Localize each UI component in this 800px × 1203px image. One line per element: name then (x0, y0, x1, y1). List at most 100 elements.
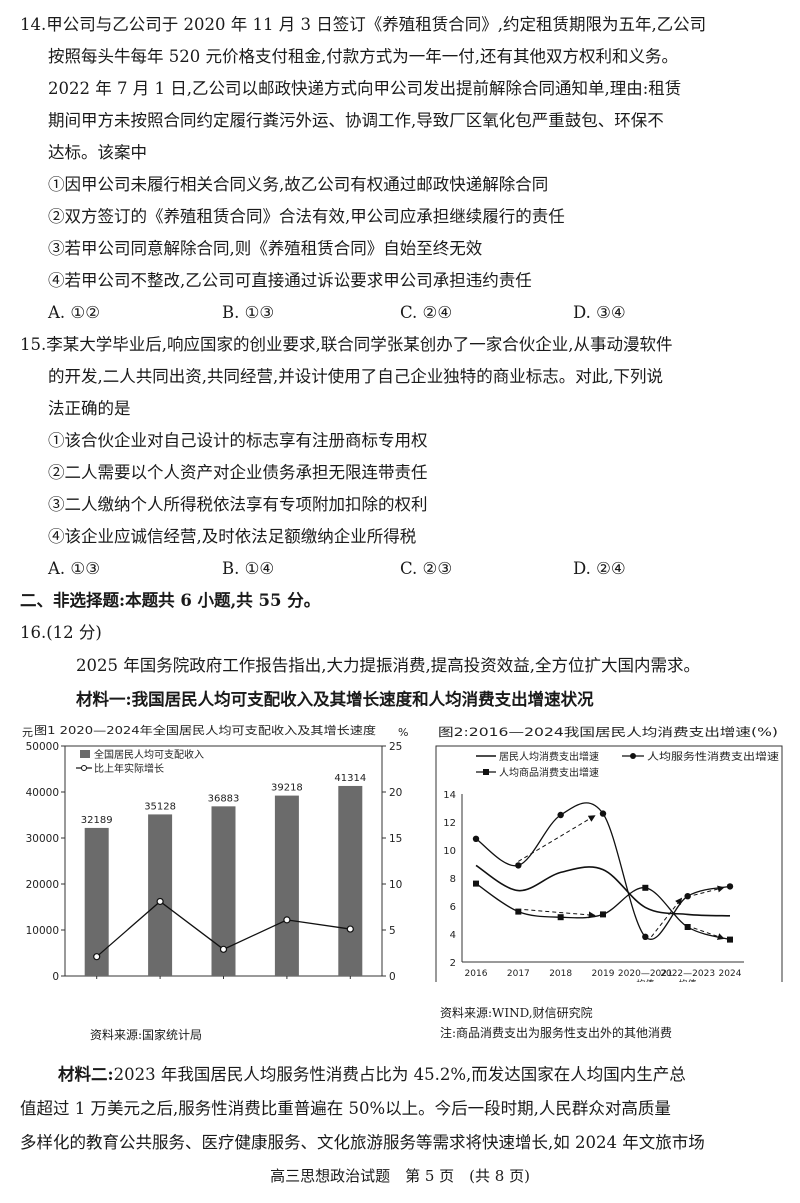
fig2-x-label: 2022—2023 (660, 969, 715, 979)
fig1-bar (338, 785, 363, 976)
q14-option-b: B. ①③ (222, 303, 275, 322)
fig2-x-sublabel: 均值 (636, 978, 654, 982)
fig1-title: 图1 2020—2024年全国居民人均可支配收入及其增长速度 (34, 723, 376, 737)
fig1-growth-point (93, 953, 101, 961)
fig1-legend-bar-label: 全国居民人均可支配收入 (94, 748, 204, 761)
fig1-bar-label: 32189 (81, 815, 113, 826)
fig1-right-tick-label: 5 (389, 925, 396, 937)
fig2-trend-arrow (524, 909, 596, 919)
fig2-trend-arrow (650, 897, 683, 938)
fig2-x-label: 2017 (507, 969, 530, 979)
q15-item-3: ③二人缴纳个人所得税依法享有专项附加扣除的权利 (48, 495, 428, 514)
fig2-square-marker (600, 911, 606, 918)
figure-2-note: 注:商品消费支出为服务性支出外的其他消费 (440, 1026, 673, 1040)
fig2-y-tick-label: 10 (443, 846, 456, 857)
fig2-y-tick-label: 2 (450, 958, 456, 969)
figure-2-consumption-growth-chart: 图2:2016—2024我国居民人均消费支出增速(%) 2 4 6 8 10 12 14 201… (435, 725, 783, 982)
fig1-right-tick-label: 0 (389, 971, 396, 982)
fig1-growth-point (283, 916, 291, 924)
q16-intro: 2025 年国务院政府工作报告指出,大力提振消费,提高投资效益,全方位扩大国内需… (76, 656, 700, 675)
material-2-text: 2023 年我国居民人均服务性消费占比为 45.2%,而发达国家在人均国内生产总 (113, 1065, 686, 1084)
fig2-circle-marker (726, 883, 734, 890)
fig1-growth-point (156, 897, 164, 906)
fig1-left-unit: 元 (22, 726, 33, 739)
q14-item-2: ②双方签订的《养殖租赁合同》合法有效,甲公司应承担继续履行的责任 (48, 207, 565, 226)
q14-option-d: D. ③④ (573, 303, 626, 322)
section-2-title: 二、非选择题:本题共 6 小题,共 55 分。 (20, 591, 321, 610)
fig1-growth-point (219, 945, 228, 953)
q15-item-2: ②二人需要以个人资产对企业债务承担无限连带责任 (48, 463, 428, 482)
q15-option-d: D. ②④ (573, 559, 626, 578)
q15-line-3: 法正确的是 (48, 399, 131, 418)
fig1-right-unit: % (398, 726, 408, 739)
q14-line-2: 按照每头牛每年 520 元价格支付租金,付款方式为一年一付,还有其他双方权利和义… (48, 47, 678, 66)
q15-line-2: 的开发,二人共同出资,共同经营,并设计使用了自己企业独特的商业标志。对此,下列说 (48, 367, 663, 386)
material-2-label: 材料二: (58, 1065, 114, 1084)
q14-item-1: ①因甲公司未履行相关合同义务,故乙公司有权通过邮政快递解除合同 (48, 175, 549, 194)
q16-material-2-line-2: 值超过 1 万美元之后,服务性消费比重普遍在 50%以上。今后一段时期,人民群众… (20, 1099, 671, 1118)
fig2-circle-marker (557, 811, 564, 819)
fig2-y-tick-label: 4 (450, 930, 456, 941)
fig2-legend-marker-2 (630, 753, 636, 759)
fig1-right-tick-label: 25 (389, 741, 402, 753)
fig1-left-tick-label: 50000 (26, 741, 59, 753)
fig2-square-marker (515, 908, 522, 915)
fig2-circle-marker (472, 835, 480, 842)
fig1-left-tick-label: 20000 (26, 879, 59, 891)
fig2-legend-label-2: 人均服务性消费支出增速 (647, 750, 779, 763)
fig1-left-tick-label: 10000 (26, 925, 59, 937)
fig2-square-marker (557, 914, 564, 921)
fig1-right-tick-label: 10 (389, 879, 402, 891)
fig1-bar (148, 814, 173, 976)
fig2-circle-marker (684, 893, 691, 900)
q15-item-4: ④该企业应诚信经营,及时依法足额缴纳企业所得税 (48, 527, 417, 546)
fig1-bar-label: 35128 (144, 801, 176, 812)
q15-line-1: 15.李某大学毕业后,响应国家的创业要求,联合同学张某创办了一家合伙企业,从事动… (20, 335, 673, 354)
fig2-x-label: 2024 (719, 969, 742, 979)
fig2-trend-arrow (693, 927, 725, 940)
figure-2-source: 资料来源:WIND,财信研究院 (440, 1006, 593, 1020)
q14-item-4: ④若甲公司不整改,乙公司可直接通过诉讼要求甲公司承担违约责任 (48, 271, 532, 290)
fig2-circle-marker (515, 862, 522, 869)
fig1-right-tick-label: 15 (389, 833, 402, 845)
q14-line-5: 达标。该案中 (48, 143, 147, 162)
fig2-frame (435, 745, 783, 982)
fig1-bar (84, 827, 109, 976)
fig2-x-label: 2019 (592, 969, 615, 979)
fig1-left-tick-label: 0 (52, 971, 59, 982)
fig1-legend-line-label: 比上年实际增长 (94, 762, 164, 775)
q15-option-c: C. ②③ (400, 559, 453, 578)
fig1-bar-label: 36883 (208, 793, 240, 804)
q16-header: 16.(12 分) (20, 623, 102, 642)
fig2-square-marker (684, 924, 691, 930)
fig2-y-tick-label: 8 (450, 874, 456, 885)
fig2-series-line-1 (475, 864, 731, 917)
fig2-trend-arrow (518, 815, 596, 862)
q16-material-1: 材料一:我国居民人均可支配收入及其增长速度和人均消费支出增速状况 (76, 690, 594, 709)
fig1-bar (274, 795, 299, 976)
fig2-trend-arrow (693, 885, 725, 896)
fig2-square-marker (642, 884, 649, 891)
fig1-left-tick-label: 40000 (26, 787, 59, 799)
page-footer: 高三思想政治试题 第 5 页 (共 8 页) (270, 1167, 530, 1185)
q14-option-a: A. ①② (48, 303, 100, 322)
q16-material-2-line-3: 多样化的教育公共服务、医疗健康服务、文化旅游服务等需求将快速增长,如 2024 … (20, 1133, 705, 1152)
fig2-x-label: 2018 (549, 969, 572, 979)
fig2-x-sublabel: 均值 (679, 978, 697, 982)
fig2-title: 图2:2016—2024我国居民人均消费支出增速(%) (438, 725, 778, 739)
q15-option-a: A. ①③ (48, 559, 100, 578)
fig2-x-label: 2016 (465, 969, 488, 979)
fig2-y-tick-label: 14 (443, 790, 456, 801)
figure-1-source: 资料来源:国家统计局 (90, 1028, 203, 1042)
fig2-legend-label-3: 人均商品消费支出增速 (499, 766, 599, 779)
q14-item-3: ③若甲公司同意解除合同,则《养殖租赁合同》自始至终无效 (48, 239, 483, 258)
fig2-circle-marker (599, 810, 607, 817)
q15-item-1: ①该合伙企业对自己设计的标志享有注册商标专用权 (48, 431, 428, 450)
q14-line-1: 14.甲公司与乙公司于 2020 年 11 月 3 日签订《养殖租赁合同》,约定… (20, 15, 707, 34)
fig1-right-tick-label: 20 (389, 787, 402, 799)
q14-option-c: C. ②④ (400, 303, 453, 322)
fig2-square-marker (473, 880, 479, 887)
fig2-x-label: 2020—2021 (618, 969, 673, 979)
q16-material-2-line-1: 材料二:2023 年我国居民人均服务性消费占比为 45.2%,而发达国家在人均国… (58, 1064, 686, 1086)
fig2-series-line-2 (475, 802, 731, 940)
